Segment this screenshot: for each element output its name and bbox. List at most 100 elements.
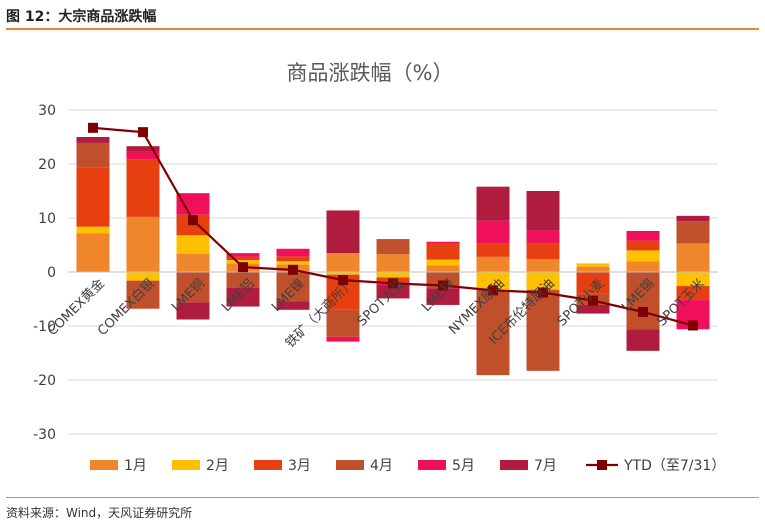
legend-swatch [90, 460, 118, 470]
ytd-point [288, 264, 298, 275]
bar-segment [576, 304, 610, 314]
bar-segment [126, 272, 160, 281]
bar-segment [626, 329, 660, 351]
bar-segment [526, 230, 560, 244]
bar-segment [576, 263, 610, 267]
bar-segment [476, 186, 510, 221]
bar-segment [276, 261, 310, 265]
bar-segment [326, 309, 360, 337]
bar-segment [376, 272, 410, 278]
y-tick-label: -10 [33, 319, 56, 335]
ytd-point [638, 306, 648, 317]
chart-title: 商品涨跌幅（%） [287, 61, 454, 85]
bar-segment [176, 253, 210, 272]
bar-segment [126, 151, 160, 160]
legend-swatch [418, 460, 446, 470]
bar-segment [576, 272, 610, 294]
y-tick-label: 0 [47, 265, 56, 281]
bar-segment [226, 253, 260, 257]
legend-label: 1月 [124, 458, 147, 474]
legend-swatch [336, 460, 364, 470]
legend-ytd-marker [597, 460, 607, 470]
legend-label: 3月 [288, 458, 311, 474]
bar-segment [676, 215, 710, 222]
bar-segment [476, 256, 510, 272]
bar-segment [326, 336, 360, 342]
ytd-point [238, 262, 248, 273]
bar-segment [276, 301, 310, 310]
bar-segment [676, 286, 710, 301]
bar-segment [526, 289, 560, 371]
bar-segment [426, 243, 460, 260]
ytd-point [338, 275, 348, 286]
bar-segment [526, 259, 560, 272]
ytd-point [388, 278, 398, 289]
bar-segment [176, 193, 210, 215]
y-tick-labels: -30 -20 -10 0 10 20 30 [33, 103, 56, 443]
bar-segment [526, 243, 560, 260]
bar-segment [126, 159, 160, 217]
bar-segment [126, 280, 160, 309]
bar-segment [176, 235, 210, 254]
bottom-divider [6, 497, 759, 498]
bar-segment [226, 256, 260, 261]
ytd-point [488, 285, 498, 296]
bar-segment [476, 220, 510, 244]
legend-swatch [254, 460, 282, 470]
legend: 1月 2月 3月 4月 5月 7月 YTD（至7/31） [90, 458, 725, 474]
bar-segment [326, 272, 360, 275]
bar-segment [576, 266, 610, 272]
legend-label: 5月 [452, 458, 475, 474]
legend-swatch [172, 460, 200, 470]
ytd-point [88, 122, 98, 133]
ytd-point [188, 215, 198, 226]
grid-lines [68, 109, 718, 435]
bar-segment [76, 142, 110, 168]
bar-segment [626, 250, 660, 262]
legend-label: 4月 [370, 458, 393, 474]
bar-segments [76, 137, 710, 376]
bar-segment [426, 288, 460, 305]
y-tick-label: 20 [38, 157, 56, 173]
ytd-point [438, 280, 448, 291]
bar-segment [526, 191, 560, 231]
bar-segment [276, 248, 310, 257]
bar-segment [326, 253, 360, 272]
y-tick-label: -30 [33, 427, 56, 443]
ytd-point [588, 295, 598, 306]
y-tick-label: 10 [38, 211, 56, 227]
bar-segment [76, 233, 110, 272]
bar-segment [676, 243, 710, 272]
bar-segment [276, 272, 310, 302]
bar-segment [176, 272, 210, 303]
bar-segment [626, 261, 660, 272]
bar-segment [476, 272, 510, 290]
legend-label: 2月 [206, 458, 229, 474]
ytd-point [538, 287, 548, 298]
bar-segment [676, 272, 710, 287]
legend-label: 7月 [534, 458, 557, 474]
ytd-point [138, 127, 148, 138]
legend-swatch [500, 460, 528, 470]
bar-segment [126, 146, 160, 152]
bar-segment [676, 221, 710, 244]
ytd-point [688, 320, 698, 331]
bar-segment [226, 287, 260, 307]
bar-segment [76, 226, 110, 234]
bar-segment [76, 167, 110, 227]
bar-segment [76, 137, 110, 143]
bar-segment [426, 241, 460, 244]
bar-segment [276, 256, 310, 262]
bar-segment [376, 254, 410, 272]
bar-segment [526, 272, 560, 290]
source-note: 资料来源：Wind，天风证券研究所 [6, 506, 193, 520]
bar-segment [426, 259, 460, 266]
bar-segment [476, 243, 510, 257]
legend-label: YTD（至7/31） [623, 458, 725, 474]
bar-segment [626, 230, 660, 241]
bar-segment [176, 302, 210, 320]
figure-title: 图 12：大宗商品涨跌幅 [6, 9, 157, 25]
bar-segment [426, 265, 460, 272]
bar-segment [226, 260, 260, 264]
